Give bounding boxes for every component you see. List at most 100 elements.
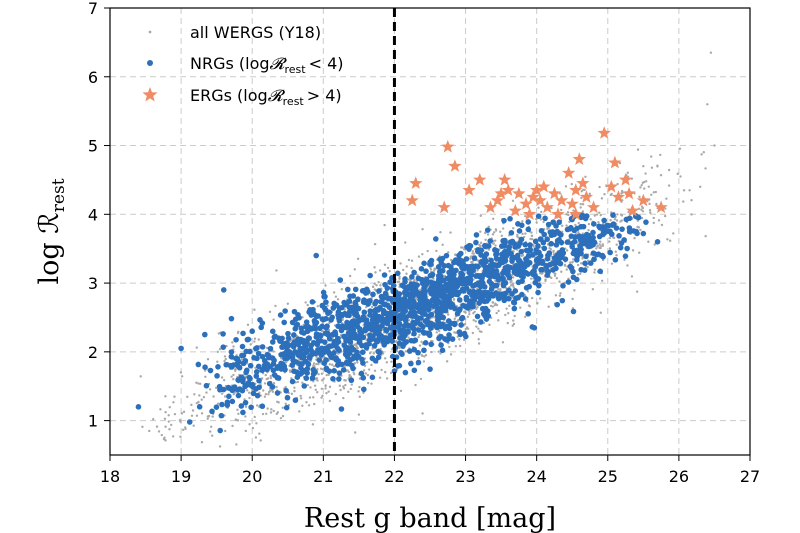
data-point — [271, 372, 278, 378]
data-point — [614, 250, 617, 253]
data-point — [639, 228, 642, 232]
data-point — [558, 192, 562, 195]
data-point — [489, 304, 493, 308]
data-point — [389, 371, 393, 375]
data-point — [562, 256, 569, 262]
data-point — [338, 384, 341, 387]
data-point — [141, 425, 144, 429]
data-point — [464, 327, 468, 331]
data-point — [608, 236, 612, 240]
data-point — [704, 234, 707, 238]
data-point — [357, 332, 364, 339]
data-point — [343, 338, 349, 344]
data-point — [353, 311, 360, 318]
data-point — [320, 387, 324, 390]
data-point — [378, 376, 382, 379]
data-point — [186, 419, 193, 425]
data-point — [271, 390, 275, 394]
data-point — [358, 370, 365, 377]
data-point — [320, 396, 323, 399]
data-point — [590, 221, 597, 227]
data-point — [511, 305, 518, 312]
data-point — [469, 300, 476, 306]
data-point — [290, 352, 296, 358]
data-point — [414, 383, 417, 387]
data-point — [401, 295, 408, 302]
data-point — [195, 381, 198, 384]
data-point — [650, 166, 654, 169]
data-point — [472, 319, 475, 322]
data-point — [477, 338, 480, 341]
data-point — [299, 350, 305, 357]
data-point — [482, 243, 489, 250]
data-point — [648, 202, 651, 206]
data-point — [620, 214, 624, 217]
data-point — [261, 412, 265, 416]
data-point — [313, 402, 316, 406]
data-point — [571, 297, 574, 301]
data-point — [456, 297, 463, 303]
legend-swatch — [148, 30, 152, 34]
data-point — [492, 231, 496, 234]
data-point — [415, 275, 422, 282]
data-point — [522, 264, 528, 270]
data-point — [334, 295, 338, 298]
data-point — [608, 247, 612, 250]
data-point — [204, 375, 207, 379]
data-point — [652, 216, 655, 220]
data-point — [367, 312, 374, 318]
data-point — [590, 229, 596, 236]
data-point — [554, 252, 560, 259]
data-point — [608, 231, 615, 238]
data-point — [492, 282, 498, 289]
data-point — [390, 282, 397, 289]
data-point — [336, 376, 342, 382]
data-point — [537, 206, 540, 209]
data-point — [471, 331, 475, 335]
data-point — [626, 215, 633, 222]
data-point — [344, 354, 351, 360]
data-point — [607, 249, 613, 256]
data-point — [248, 404, 254, 411]
data-point — [449, 231, 452, 234]
y-tick-label: 1 — [88, 412, 98, 431]
legend-swatch — [142, 87, 158, 102]
data-point — [247, 362, 254, 369]
y-tick-label: 7 — [88, 0, 98, 18]
data-point — [290, 392, 294, 396]
data-point — [498, 172, 512, 186]
data-point — [433, 282, 440, 288]
data-point — [437, 256, 443, 263]
data-point — [443, 252, 450, 259]
data-point — [576, 273, 580, 276]
data-point — [458, 338, 461, 341]
data-point — [690, 213, 693, 216]
data-point — [269, 339, 276, 345]
data-point — [469, 257, 472, 260]
data-point — [195, 401, 198, 405]
data-point — [445, 360, 449, 363]
data-point — [656, 165, 659, 168]
data-point — [567, 226, 573, 232]
data-point — [396, 280, 399, 284]
data-point — [466, 315, 470, 318]
data-point — [563, 263, 567, 267]
data-point — [357, 413, 361, 416]
data-point — [206, 358, 210, 361]
data-point — [598, 211, 601, 214]
y-tick-label: 6 — [88, 68, 98, 87]
data-point — [240, 330, 246, 337]
data-point — [388, 270, 391, 273]
data-point — [285, 330, 291, 337]
data-point — [486, 278, 493, 285]
data-point — [439, 230, 442, 234]
data-point — [266, 354, 272, 361]
data-point — [465, 305, 471, 311]
data-point — [313, 384, 317, 387]
y-tick-label: 5 — [88, 137, 98, 156]
data-point — [231, 384, 238, 390]
data-point — [510, 273, 514, 277]
data-point — [678, 147, 682, 150]
data-point — [374, 318, 381, 324]
data-point — [342, 310, 348, 317]
